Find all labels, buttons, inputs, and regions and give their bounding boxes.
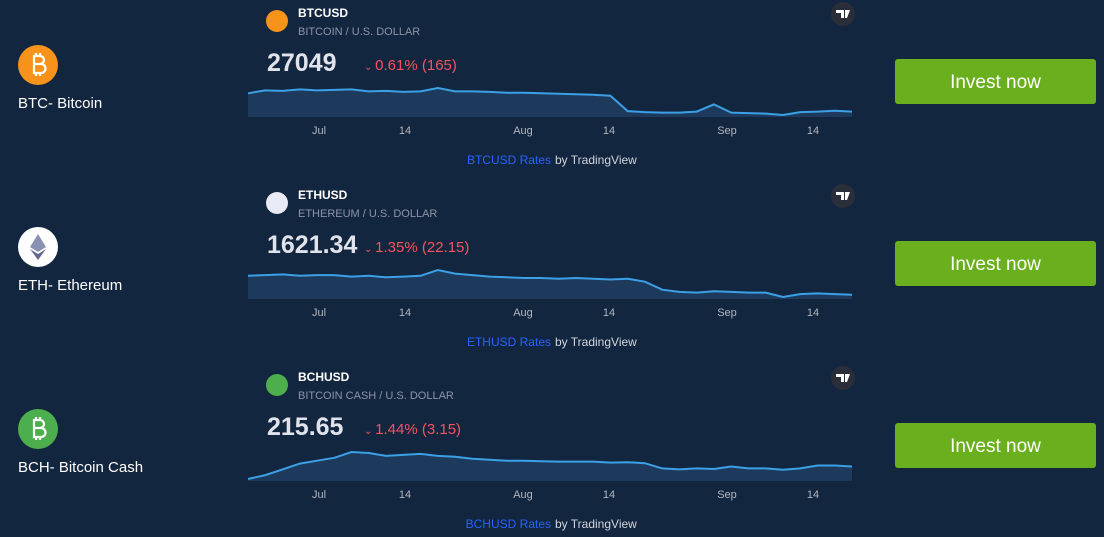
coin-name: ETH- Ethereum — [18, 277, 122, 294]
button-bg[interactable] — [895, 59, 1096, 104]
coin-row: ETH- Ethereum ETHUSD ETHEREUM / U.S. DOLLA… — [18, 184, 1096, 349]
sparkline-area — [248, 452, 852, 481]
tv-glyph — [836, 374, 850, 382]
tv-glyph — [836, 10, 850, 18]
invest-button[interactable]: Invest now — [895, 59, 1096, 104]
symbol: BTCUSD — [298, 6, 348, 20]
price-change: ⌄ 0.61% (165) — [364, 57, 457, 74]
coin-name: BTC- Bitcoin — [18, 95, 102, 112]
axis-label: Jul — [312, 125, 326, 137]
description: ETHEREUM / U.S. DOLLAR — [298, 208, 437, 220]
button-label[interactable]: Invest now — [950, 72, 1041, 93]
axis-label: Jul — [312, 489, 326, 501]
coin-row: BTC- Bitcoin BTCUSD BITCOIN / U.S. DOLLAR 2… — [18, 2, 1096, 167]
coin-glyph — [30, 249, 46, 260]
axis-label: 14 — [603, 489, 615, 501]
coin-glyph — [32, 53, 47, 76]
price-change: ⌄ 1.44% (3.15) — [364, 421, 461, 438]
attribution: by TradingView — [555, 517, 637, 531]
attribution: by TradingView — [555, 153, 637, 167]
axis-label: 14 — [399, 307, 411, 319]
button-label[interactable]: Invest now — [950, 254, 1041, 275]
symbol-icon — [266, 374, 288, 396]
axis-label: 14 — [399, 125, 411, 137]
description: BITCOIN CASH / U.S. DOLLAR — [298, 390, 454, 402]
button-bg[interactable] — [895, 423, 1096, 468]
price: 1621.34 — [267, 231, 357, 259]
coin-glyph — [32, 417, 47, 440]
symbol-icon — [266, 10, 288, 32]
sparkline — [247, 450, 853, 480]
symbol: ETHUSD — [298, 188, 348, 202]
axis-label: Sep — [717, 307, 737, 319]
rates-link[interactable]: ETHUSD Rates — [467, 335, 551, 349]
axis-label: Aug — [513, 489, 533, 501]
tv-glyph — [836, 192, 850, 200]
rates-link[interactable]: BCHUSD Rates — [466, 517, 551, 531]
sparkline — [247, 268, 853, 299]
axis-label: 14 — [807, 307, 819, 319]
axis-label: 14 — [603, 125, 615, 137]
button-bg[interactable] — [895, 241, 1096, 286]
invest-button[interactable]: Invest now — [895, 241, 1096, 286]
symbol-icon — [266, 192, 288, 214]
coin-name: BCH- Bitcoin Cash — [18, 459, 143, 476]
axis-label: 14 — [807, 125, 819, 137]
axis-label: Sep — [717, 489, 737, 501]
sparkline-area — [248, 270, 852, 299]
axis-label: 14 — [399, 489, 411, 501]
invest-button[interactable]: Invest now — [895, 423, 1096, 468]
attribution: by TradingView — [555, 335, 637, 349]
axis-label: Aug — [513, 307, 533, 319]
price: 27049 — [267, 49, 337, 77]
rates-link[interactable]: BTCUSD Rates — [467, 153, 551, 167]
axis-label: Aug — [513, 125, 533, 137]
price-change: ⌄ 1.35% (22.15) — [364, 239, 469, 256]
axis-label: 14 — [807, 489, 819, 501]
button-label[interactable]: Invest now — [950, 436, 1041, 457]
symbol: BCHUSD — [298, 370, 350, 384]
coin-row: BCH- Bitcoin Cash BCHUSD BITCOIN CASH / U.… — [18, 366, 1096, 531]
coin-glyph — [30, 234, 46, 252]
price: 215.65 — [267, 413, 344, 441]
description: BITCOIN / U.S. DOLLAR — [298, 26, 420, 38]
sparkline-area — [248, 88, 852, 117]
axis-label: 14 — [603, 307, 615, 319]
axis-label: Sep — [717, 125, 737, 137]
axis-label: Jul — [312, 307, 326, 319]
sparkline — [247, 86, 853, 117]
